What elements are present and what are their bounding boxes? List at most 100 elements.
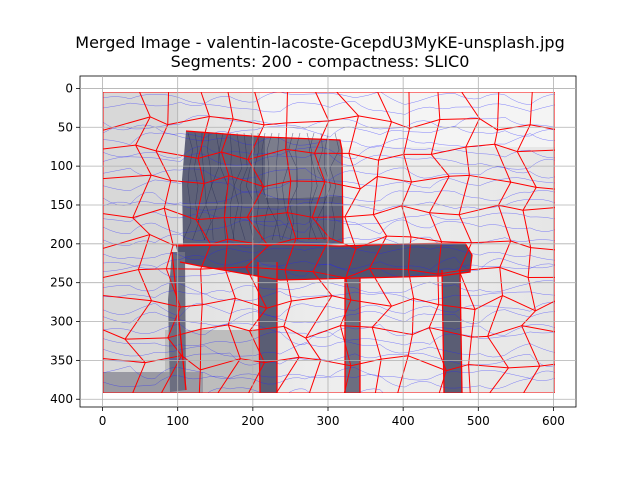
segment-edge: [228, 324, 250, 332]
segment-edge: [411, 298, 415, 335]
chair-contour-line: [192, 132, 200, 241]
segment-edge: [247, 212, 288, 218]
contour-line: [103, 92, 555, 105]
segment-edge: [200, 244, 212, 270]
segment-edge: [458, 270, 476, 310]
contour-line: [103, 166, 555, 181]
contour-line: [103, 331, 555, 347]
segment-edge: [167, 116, 210, 126]
x-tick-label: 100: [166, 414, 189, 428]
segment-edge: [135, 144, 152, 176]
segment-edge: [517, 149, 555, 153]
chair-contour-line: [245, 132, 256, 241]
segment-edge: [496, 92, 500, 131]
segment-edge: [195, 219, 212, 245]
segment-edge: [522, 187, 537, 211]
contour-line: [103, 190, 555, 206]
segment-edge: [458, 242, 473, 271]
segment-edge: [377, 92, 392, 122]
segment-edge: [373, 205, 402, 216]
chair-segment-boundary: [459, 269, 463, 393]
segment-edge: [227, 298, 236, 326]
contour-line: [103, 255, 555, 271]
segment-edge: [465, 143, 495, 148]
x-tick-label: 400: [392, 414, 415, 428]
contour-line: [103, 101, 555, 115]
segment-edge: [155, 150, 172, 181]
segment-edge: [314, 120, 330, 154]
segment-edge: [374, 359, 382, 393]
segment-edge: [497, 205, 512, 242]
contour-line: [103, 374, 555, 389]
segment-edge: [197, 158, 205, 184]
chair-contour-line: [275, 132, 281, 241]
chair-segment-boundary: [441, 269, 445, 393]
segment-edge: [283, 300, 292, 327]
x-tick-label: 300: [317, 414, 340, 428]
segment-edge: [474, 295, 503, 310]
segment-edge: [465, 118, 480, 148]
segment-edge: [228, 175, 264, 188]
segment-edge: [429, 327, 472, 338]
segment-edge: [494, 143, 518, 153]
chair-segment-boundary: [185, 130, 344, 245]
contour-line: [103, 153, 555, 170]
contour-line: [103, 341, 555, 358]
segment-edge: [471, 335, 488, 338]
segment-edge: [458, 204, 499, 216]
segment-edge: [167, 328, 202, 339]
segment-edge: [199, 329, 202, 370]
segment-edge: [132, 217, 151, 235]
chair-contour-line: [182, 132, 194, 241]
segment-edge: [246, 216, 269, 247]
segment-edge: [227, 238, 269, 247]
floor-shadow-bottom: [103, 372, 203, 393]
segmented-image: [103, 92, 555, 393]
segment-edge: [535, 300, 555, 312]
segment-edge: [499, 266, 529, 278]
segment-edge: [227, 324, 241, 359]
chair-contour-line: [281, 132, 289, 241]
segment-edge: [449, 174, 470, 177]
segment-edge: [369, 267, 409, 271]
segment-edge: [516, 151, 537, 188]
segment-edge: [470, 309, 476, 338]
segment-edge: [195, 183, 205, 220]
segment-edge: [312, 271, 333, 297]
segment-edge: [195, 217, 225, 221]
segment-edge: [430, 119, 441, 155]
chair-leg-left: [168, 252, 186, 392]
contour-line: [103, 322, 555, 338]
segment-edge: [224, 267, 236, 299]
segment-edge: [312, 271, 346, 279]
y-axis: 0 50 100 150 200 250 300 350 400: [50, 81, 80, 406]
segment-edge: [409, 118, 440, 129]
segment-boundaries: [103, 92, 555, 393]
segment-edge: [315, 92, 330, 122]
segment-edge: [499, 240, 512, 268]
segment-edge: [498, 204, 524, 211]
segment-edge: [345, 248, 357, 279]
segment-edge: [479, 118, 498, 131]
y-tick-label: 350: [50, 353, 73, 367]
segment-edge: [275, 356, 300, 393]
segment-edge: [359, 176, 378, 190]
segment-edge: [441, 241, 472, 244]
segment-edge: [180, 304, 203, 308]
segment-edge: [521, 325, 555, 333]
segment-edge: [285, 269, 313, 273]
segment-edge: [200, 269, 203, 305]
contour-line: [103, 211, 555, 227]
y-tick-label: 0: [65, 81, 73, 95]
segment-edge: [539, 363, 555, 367]
segment-edge: [264, 356, 300, 364]
segment-edge: [408, 355, 447, 372]
segment-edge: [103, 234, 150, 249]
chair-contour-line: [308, 132, 318, 241]
segment-edge: [344, 214, 374, 218]
segment-edge: [521, 325, 541, 367]
segment-edge: [403, 154, 412, 183]
segment-edge: [305, 295, 333, 339]
segment-edge: [165, 244, 174, 269]
segment-edge: [247, 159, 265, 187]
